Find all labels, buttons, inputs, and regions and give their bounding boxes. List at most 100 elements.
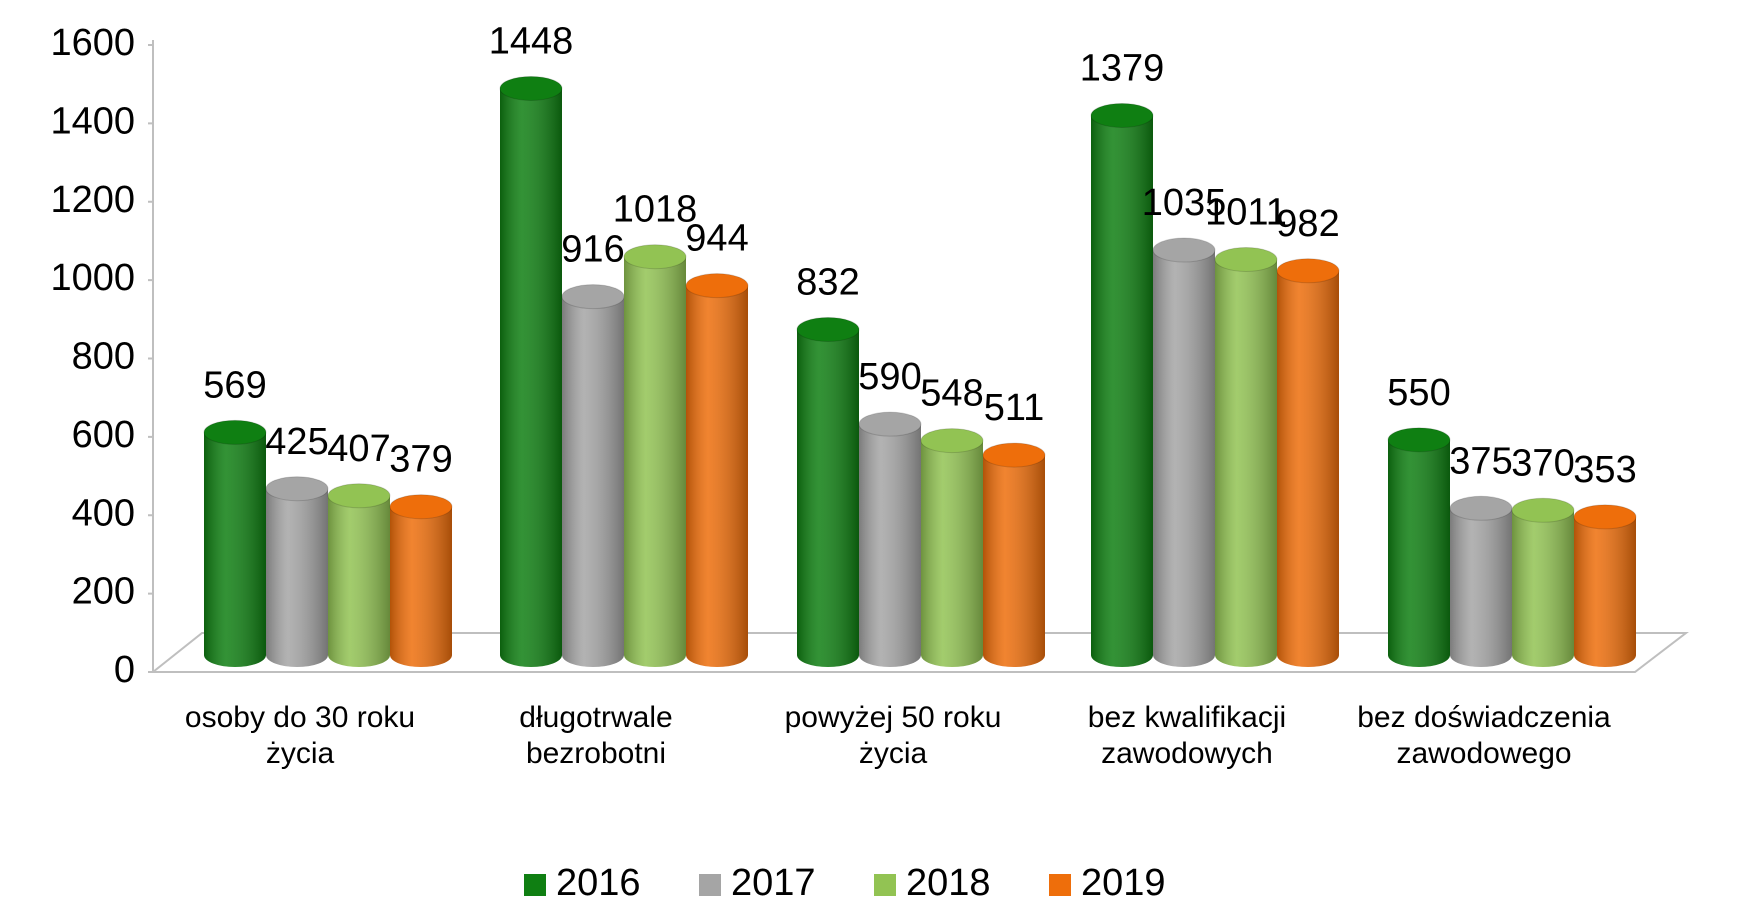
bar [1214,246,1278,667]
bar-part [797,329,859,655]
bar-part [686,285,748,655]
bar-part [390,506,452,655]
value-label: 379 [389,439,452,481]
value-label: 1379 [1080,47,1165,89]
bar-part [1387,427,1451,453]
bar-part [1574,516,1636,655]
bar-part [389,494,453,520]
bar [389,494,453,667]
bar-part [203,419,267,445]
value-label: 832 [796,262,859,304]
bar-part [1214,246,1278,272]
bar-part [624,256,686,655]
value-label: 944 [685,218,748,260]
value-label: 548 [920,373,983,415]
bar-part [328,495,390,655]
value-label: 407 [327,428,390,470]
legend-label: 2017 [731,862,816,904]
bar [685,273,749,667]
bar [858,411,922,667]
bar-part [204,432,266,655]
value-label: 1018 [613,189,698,231]
bar [982,442,1046,667]
bar [1276,258,1340,667]
bar-part [1511,497,1575,523]
bar [920,428,984,667]
value-label: 1035 [1142,182,1227,224]
value-label: 569 [203,364,266,406]
value-label: 590 [858,356,921,398]
bar [265,476,329,667]
bar [1090,102,1154,667]
bar-part [1091,115,1153,655]
value-label: 1448 [489,21,574,63]
y-tick-label: 200 [72,571,135,613]
legend-label: 2016 [556,862,641,904]
bar-part [982,442,1046,468]
x-tick-label: osoby do 30 roku życia [184,701,416,770]
floor [150,632,1689,673]
bar-part [858,411,922,437]
bar-part [1450,508,1512,655]
bar-part [1090,102,1154,128]
bar-part [1388,439,1450,655]
bar-part [796,316,860,342]
bar-part [265,476,329,502]
bar [561,284,625,667]
bar-part [500,88,562,656]
x-tick-label: bez kwalifikacji zawodowych [1087,701,1287,770]
bar [623,244,687,667]
bar-part [623,244,687,270]
value-label: 370 [1511,442,1574,484]
bar [1387,427,1451,667]
value-label: 982 [1276,203,1339,245]
bar [327,483,391,667]
bar [1152,237,1216,667]
bar-part [921,440,983,655]
bar-part [1277,270,1339,655]
value-label: 353 [1573,449,1636,491]
bar-part [1573,504,1637,530]
bar [499,75,563,667]
x-tick-label: bez doświadczenia zawodowego [1357,701,1611,770]
x-tick-label: powyżej 50 roku życia [784,701,1002,770]
bar [1511,497,1575,667]
bar-part [327,483,391,509]
bar-part [1215,259,1277,655]
legend-swatch [524,874,546,896]
bar-part [562,296,624,655]
bar-part [561,284,625,310]
bar-part [1152,237,1216,263]
legend-swatch [699,874,721,896]
y-tick-label: 600 [72,414,135,456]
bar-part [499,75,563,101]
y-tick-label: 400 [72,492,135,534]
bar-part [1276,258,1340,284]
bar-part [983,455,1045,655]
bar [1449,495,1513,667]
bar [1573,504,1637,667]
legend-swatch [874,874,896,896]
y-tick-label: 1200 [50,179,135,221]
y-tick-label: 0 [114,649,135,691]
bar-part [266,488,328,655]
bar-part [685,273,749,299]
y-tick-label: 800 [72,336,135,378]
legend-swatch [1049,874,1071,896]
bar [203,419,267,667]
bar-part [1153,250,1215,655]
y-tick-label: 1400 [50,100,135,142]
value-label: 425 [265,421,328,463]
legend-label: 2018 [906,862,991,904]
value-label: 550 [1387,372,1450,414]
x-tick-label: długotrwale bezrobotni [519,701,673,770]
bar-part [859,424,921,655]
value-label: 1011 [1205,191,1287,233]
y-tick-label: 1000 [50,257,135,299]
value-label: 511 [984,387,1045,429]
legend-label: 2019 [1081,862,1166,904]
value-label: 375 [1449,440,1512,482]
bar-part [920,428,984,454]
